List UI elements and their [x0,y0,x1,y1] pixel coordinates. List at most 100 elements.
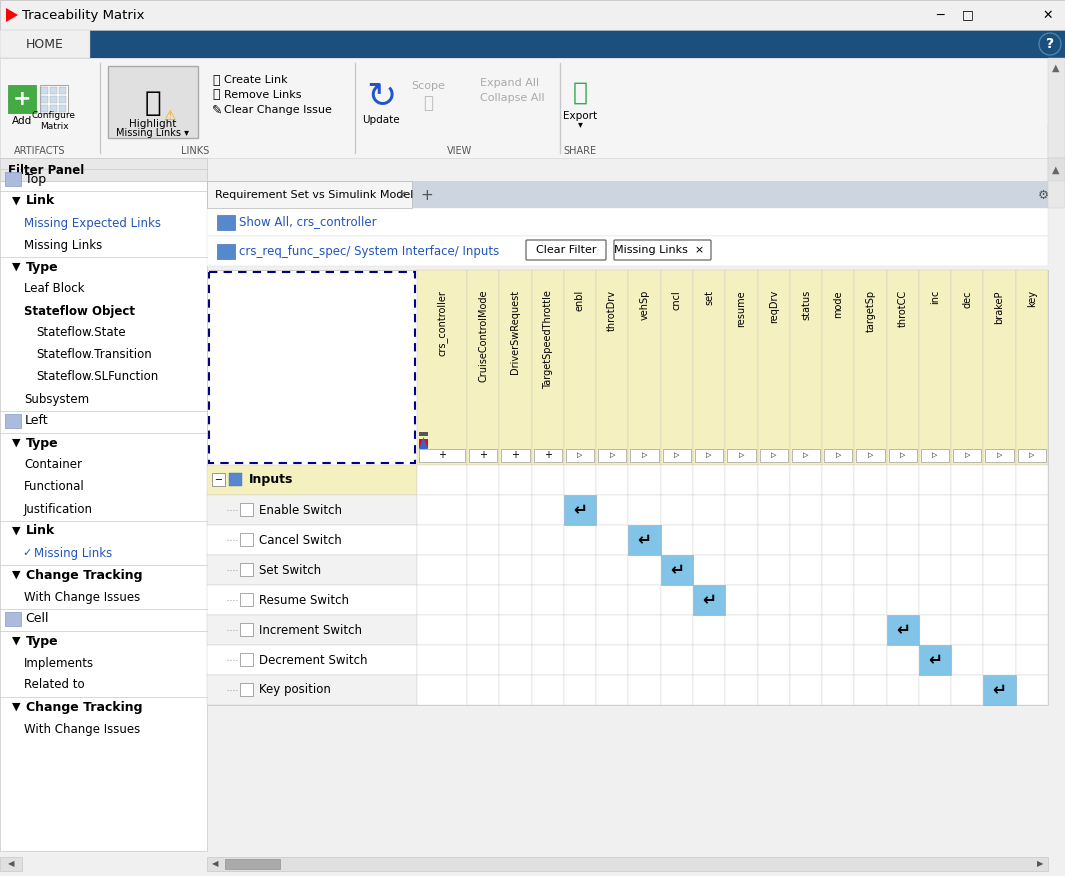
Bar [531,675,563,705]
Bar [240,653,253,666]
Text: Key position: Key position [259,683,331,696]
Bar [207,857,1048,871]
Bar [757,675,790,705]
Bar [40,85,68,113]
Bar [983,645,1016,675]
Text: 🔗: 🔗 [212,74,219,87]
Bar [531,645,563,675]
Bar [108,66,198,138]
Bar [693,555,725,585]
Bar [499,585,531,615]
Text: ─: ─ [936,9,944,22]
Bar [417,615,466,645]
Bar [1016,495,1048,525]
Bar [983,525,1016,555]
Text: Highlight: Highlight [129,119,177,129]
Bar [207,495,417,525]
Bar [822,525,854,555]
Text: +: + [479,450,487,461]
Text: ▷: ▷ [674,453,679,458]
Text: mode: mode [833,290,843,317]
Text: Left: Left [24,414,49,427]
Bar [417,465,466,495]
Text: ⬜: ⬜ [423,94,433,112]
Bar [1016,615,1048,645]
Bar [854,270,886,465]
Bar [0,857,22,871]
Bar [563,615,596,645]
Bar [628,615,660,645]
Bar [888,449,917,462]
Bar [660,555,693,585]
Text: Clear Filter: Clear Filter [536,245,596,255]
Text: Scope: Scope [411,81,445,91]
Bar [985,449,1014,462]
Bar [229,473,242,486]
Bar [59,105,66,112]
Text: ▼: ▼ [12,636,20,646]
Bar [499,525,531,555]
Bar [417,555,466,585]
Bar [919,270,951,465]
Bar [207,270,1048,705]
Bar [0,30,1065,58]
Bar [207,181,1065,208]
Text: Export: Export [563,111,597,121]
Bar [40,96,48,103]
Bar [693,675,725,705]
Bar [693,585,725,615]
Bar [856,449,885,462]
Bar [790,645,822,675]
Text: Collapse All: Collapse All [480,93,544,103]
Bar [499,675,531,705]
Bar [854,495,886,525]
Bar [596,465,628,495]
Bar [596,525,628,555]
Text: ▷: ▷ [739,453,744,458]
Bar [886,675,919,705]
Text: Add: Add [12,116,32,126]
Bar [921,449,949,462]
Text: ARTIFACTS: ARTIFACTS [14,146,66,156]
Text: ↵: ↵ [638,531,652,549]
Text: +: + [511,450,520,461]
Text: Type: Type [26,436,59,449]
Text: ▼: ▼ [12,262,20,272]
Text: ▷: ▷ [706,453,711,458]
Bar [951,615,983,645]
Bar [822,465,854,495]
Bar [757,270,790,465]
Bar [417,270,466,465]
Text: ▷: ▷ [577,453,583,458]
Text: With Change Issues: With Change Issues [24,723,141,736]
Bar [695,449,723,462]
Bar [563,270,596,465]
Bar [824,449,852,462]
Text: VIEW: VIEW [447,146,473,156]
Text: Related to: Related to [24,679,84,691]
Bar [0,30,91,58]
Bar [725,585,757,615]
Text: ◀: ◀ [212,859,218,868]
Bar [951,585,983,615]
Bar [417,645,466,675]
Text: set: set [704,290,715,305]
Bar [725,675,757,705]
Bar [854,585,886,615]
Bar [0,0,1065,30]
Text: Missing Links: Missing Links [34,547,112,560]
Bar [660,495,693,525]
Text: ▼: ▼ [12,702,20,712]
Text: crs_req_func_spec/ System Interface/ Inputs: crs_req_func_spec/ System Interface/ Inp… [239,244,499,258]
Text: ▷: ▷ [965,453,970,458]
Bar [563,675,596,705]
Text: Leaf Block: Leaf Block [24,282,84,295]
Text: ▼: ▼ [12,526,20,536]
Text: Enable Switch: Enable Switch [259,504,342,517]
Text: ▷: ▷ [836,453,841,458]
Bar [660,645,693,675]
Text: Stateflow.Transition: Stateflow.Transition [36,349,151,362]
Bar [790,555,822,585]
Bar [854,555,886,585]
Text: TargetSpeedThrottle: TargetSpeedThrottle [543,290,553,389]
